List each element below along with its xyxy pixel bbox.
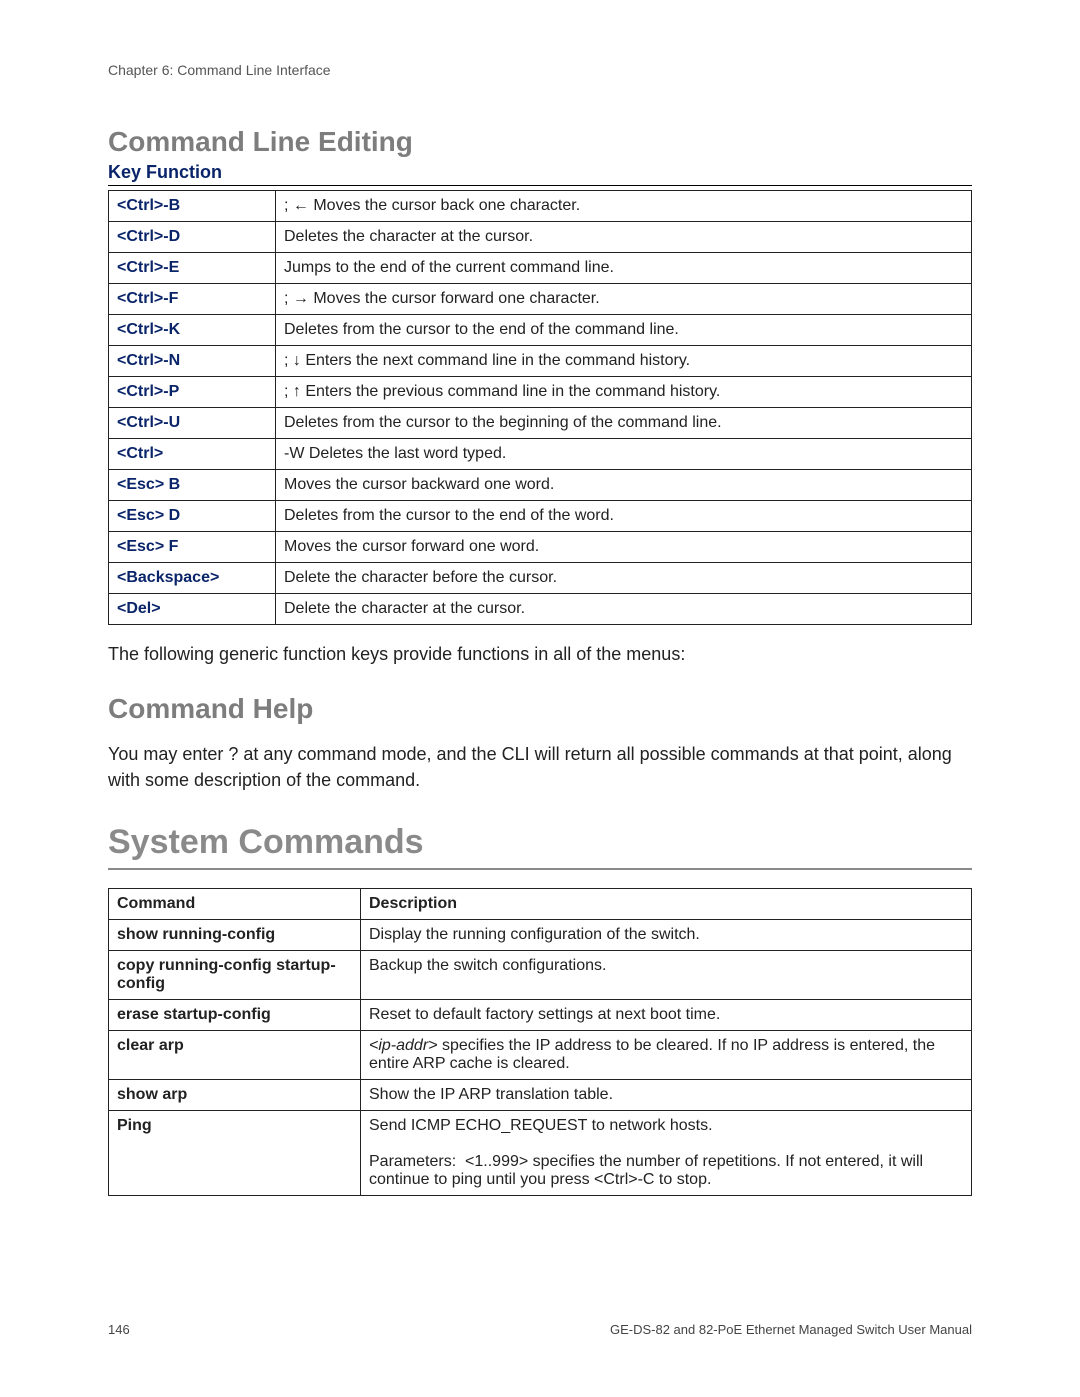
function-cell: Deletes from the cursor to the end of th… — [276, 315, 972, 346]
table-row: copy running-config startup-configBackup… — [109, 951, 972, 1000]
function-cell: Deletes from the cursor to the end of th… — [276, 501, 972, 532]
table-row: <Esc> BMoves the cursor backward one wor… — [109, 470, 972, 501]
description-cell: Show the IP ARP translation table. — [361, 1080, 972, 1111]
page: Chapter 6: Command Line Interface Comman… — [0, 0, 1080, 1397]
command-cell: show arp — [109, 1080, 361, 1111]
paragraph-generic-keys: The following generic function keys prov… — [108, 641, 972, 667]
table-row: <Esc> DDeletes from the cursor to the en… — [109, 501, 972, 532]
command-cell: erase startup-config — [109, 1000, 361, 1031]
function-cell: ; → Moves the cursor forward one charact… — [276, 284, 972, 315]
table-row: <Esc> FMoves the cursor forward one word… — [109, 532, 972, 563]
key-cell: <Esc> B — [109, 470, 276, 501]
table-row: <Ctrl>-B; ← Moves the cursor back one ch… — [109, 191, 972, 222]
key-cell: <Ctrl>-E — [109, 253, 276, 284]
function-cell: Deletes from the cursor to the beginning… — [276, 408, 972, 439]
function-cell: Jumps to the end of the current command … — [276, 253, 972, 284]
table-row: PingSend ICMP ECHO_REQUEST to network ho… — [109, 1111, 972, 1196]
command-cell: copy running-config startup-config — [109, 951, 361, 1000]
description-cell: <ip-addr> specifies the IP address to be… — [361, 1031, 972, 1080]
function-cell: ; ↑ Enters the previous command line in … — [276, 377, 972, 408]
key-cell: <Ctrl>-K — [109, 315, 276, 346]
table-header-row: Command Description — [109, 889, 972, 920]
subhead-key-function: Key Function — [108, 162, 972, 186]
table-row: erase startup-configReset to default fac… — [109, 1000, 972, 1031]
key-cell: <Ctrl>-U — [109, 408, 276, 439]
th-description: Description — [361, 889, 972, 920]
command-cell: Ping — [109, 1111, 361, 1196]
description-cell: Reset to default factory settings at nex… — [361, 1000, 972, 1031]
table-row: <Ctrl>-N; ↓ Enters the next command line… — [109, 346, 972, 377]
description-cell: Display the running configuration of the… — [361, 920, 972, 951]
command-cell: show running-config — [109, 920, 361, 951]
key-cell: <Ctrl>-F — [109, 284, 276, 315]
key-cell: <Esc> D — [109, 501, 276, 532]
key-cell: <Ctrl>-B — [109, 191, 276, 222]
heading-system-commands: System Commands — [108, 823, 972, 870]
page-footer: 146 GE-DS-82 and 82-PoE Ethernet Managed… — [108, 1322, 972, 1337]
function-cell: Deletes the character at the cursor. — [276, 222, 972, 253]
th-command: Command — [109, 889, 361, 920]
function-cell: ; ↓ Enters the next command line in the … — [276, 346, 972, 377]
table-row: show arpShow the IP ARP translation tabl… — [109, 1080, 972, 1111]
command-cell: clear arp — [109, 1031, 361, 1080]
key-cell: <Ctrl> — [109, 439, 276, 470]
key-cell: <Ctrl>-P — [109, 377, 276, 408]
table-row: <Backspace>Delete the character before t… — [109, 563, 972, 594]
table-row: clear arp<ip-addr> specifies the IP addr… — [109, 1031, 972, 1080]
heading-command-help: Command Help — [108, 693, 972, 725]
function-cell: ; ← Moves the cursor back one character. — [276, 191, 972, 222]
key-cell: <Backspace> — [109, 563, 276, 594]
function-cell: Moves the cursor backward one word. — [276, 470, 972, 501]
table-row: <Ctrl>-P; ↑ Enters the previous command … — [109, 377, 972, 408]
function-cell: Delete the character before the cursor. — [276, 563, 972, 594]
table-row: <Ctrl>-UDeletes from the cursor to the b… — [109, 408, 972, 439]
system-commands-table: Command Description show running-configD… — [108, 888, 972, 1196]
function-cell: Moves the cursor forward one word. — [276, 532, 972, 563]
heading-cle: Command Line Editing — [108, 126, 972, 158]
key-function-table: <Ctrl>-B; ← Moves the cursor back one ch… — [108, 190, 972, 625]
description-cell: Backup the switch configurations. — [361, 951, 972, 1000]
table-row: <Del>Delete the character at the cursor. — [109, 594, 972, 625]
chapter-label: Chapter 6: Command Line Interface — [108, 62, 972, 78]
table-row: <Ctrl>-DDeletes the character at the cur… — [109, 222, 972, 253]
key-cell: <Esc> F — [109, 532, 276, 563]
table-row: <Ctrl>-W Deletes the last word typed. — [109, 439, 972, 470]
table-row: <Ctrl>-KDeletes from the cursor to the e… — [109, 315, 972, 346]
manual-title: GE-DS-82 and 82-PoE Ethernet Managed Swi… — [610, 1322, 972, 1337]
paragraph-command-help: You may enter ? at any command mode, and… — [108, 741, 972, 793]
key-cell: <Ctrl>-N — [109, 346, 276, 377]
description-cell: Send ICMP ECHO_REQUEST to network hosts.… — [361, 1111, 972, 1196]
table-row: <Ctrl>-EJumps to the end of the current … — [109, 253, 972, 284]
page-number: 146 — [108, 1322, 130, 1337]
key-cell: <Del> — [109, 594, 276, 625]
function-cell: -W Deletes the last word typed. — [276, 439, 972, 470]
key-cell: <Ctrl>-D — [109, 222, 276, 253]
function-cell: Delete the character at the cursor. — [276, 594, 972, 625]
table-row: <Ctrl>-F; → Moves the cursor forward one… — [109, 284, 972, 315]
table-row: show running-configDisplay the running c… — [109, 920, 972, 951]
